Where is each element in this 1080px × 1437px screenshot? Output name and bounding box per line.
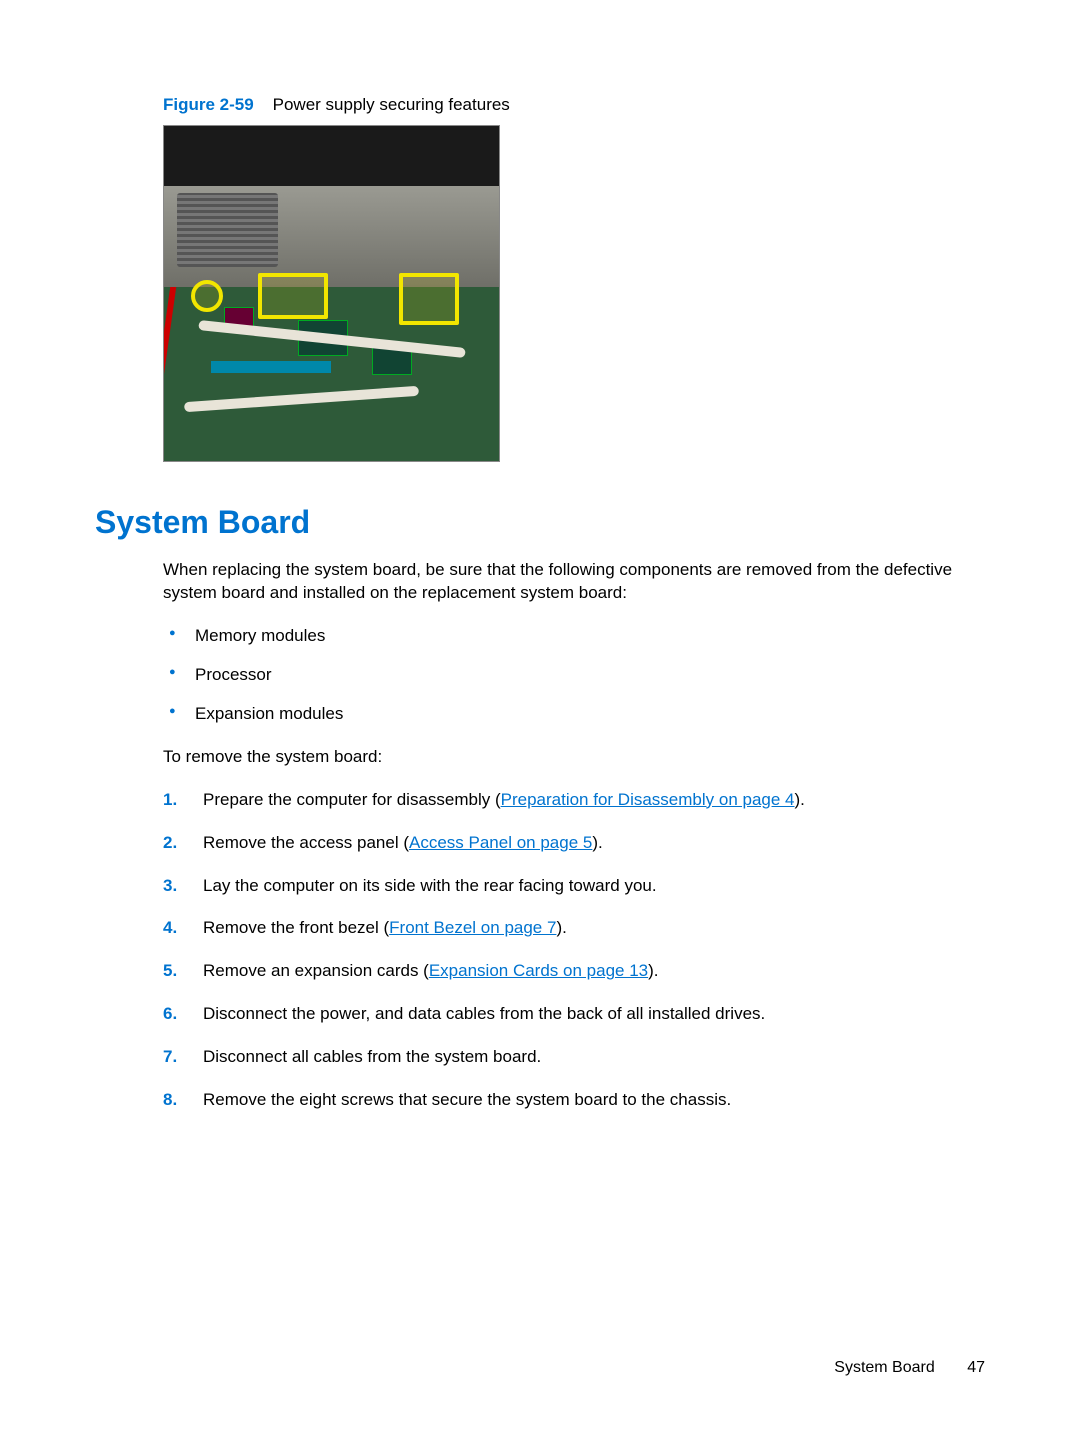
cross-reference-link[interactable]: Front Bezel on page 7	[389, 918, 556, 937]
step-text: Remove the front bezel (	[203, 918, 389, 937]
step-item: Disconnect the power, and data cables fr…	[163, 1003, 985, 1026]
footer-page-number: 47	[967, 1359, 985, 1376]
callout-highlight	[258, 273, 328, 319]
step-item: Remove the eight screws that secure the …	[163, 1089, 985, 1112]
step-item: Prepare the computer for disassembly (Pr…	[163, 789, 985, 812]
step-text-suffix: ).	[592, 833, 602, 852]
callout-highlight	[191, 280, 223, 312]
step-item: Remove an expansion cards (Expansion Car…	[163, 960, 985, 983]
page-footer: System Board 47	[834, 1359, 985, 1377]
section-heading: System Board	[95, 504, 985, 541]
document-page: Figure 2-59 Power supply securing featur…	[0, 0, 1080, 1437]
list-item: Processor	[163, 664, 985, 687]
step-text-suffix: ).	[556, 918, 566, 937]
step-text: Prepare the computer for disassembly (	[203, 790, 501, 809]
list-item: Memory modules	[163, 625, 985, 648]
cross-reference-link[interactable]: Expansion Cards on page 13	[429, 961, 648, 980]
step-text: Remove the access panel (	[203, 833, 409, 852]
component-bullet-list: Memory modules Processor Expansion modul…	[163, 625, 985, 726]
intro-paragraph: When replacing the system board, be sure…	[163, 559, 985, 605]
step-item: Disconnect all cables from the system bo…	[163, 1046, 985, 1069]
figure-image	[163, 125, 500, 462]
photo-region-top	[164, 126, 499, 186]
figure-caption-text: Power supply securing features	[273, 95, 510, 114]
list-item: Expansion modules	[163, 703, 985, 726]
step-text: Remove an expansion cards (	[203, 961, 429, 980]
step-text: Lay the computer on its side with the re…	[203, 876, 657, 895]
procedure-steps: Prepare the computer for disassembly (Pr…	[163, 789, 985, 1113]
step-text-suffix: ).	[795, 790, 805, 809]
photo-vent	[177, 193, 278, 267]
step-text: Disconnect all cables from the system bo…	[203, 1047, 541, 1066]
photo-slot	[211, 361, 331, 373]
step-text: Disconnect the power, and data cables fr…	[203, 1004, 765, 1023]
figure-caption: Figure 2-59 Power supply securing featur…	[163, 95, 985, 115]
footer-section-name: System Board	[834, 1359, 934, 1376]
step-text-suffix: ).	[648, 961, 658, 980]
step-item: Remove the access panel (Access Panel on…	[163, 832, 985, 855]
cross-reference-link[interactable]: Access Panel on page 5	[409, 833, 592, 852]
callout-highlight	[399, 273, 459, 325]
step-item: Remove the front bezel (Front Bezel on p…	[163, 917, 985, 940]
figure-label: Figure 2-59	[163, 95, 254, 114]
cross-reference-link[interactable]: Preparation for Disassembly on page 4	[501, 790, 795, 809]
step-text: Remove the eight screws that secure the …	[203, 1090, 731, 1109]
steps-lead-in: To remove the system board:	[163, 746, 985, 769]
step-item: Lay the computer on its side with the re…	[163, 875, 985, 898]
